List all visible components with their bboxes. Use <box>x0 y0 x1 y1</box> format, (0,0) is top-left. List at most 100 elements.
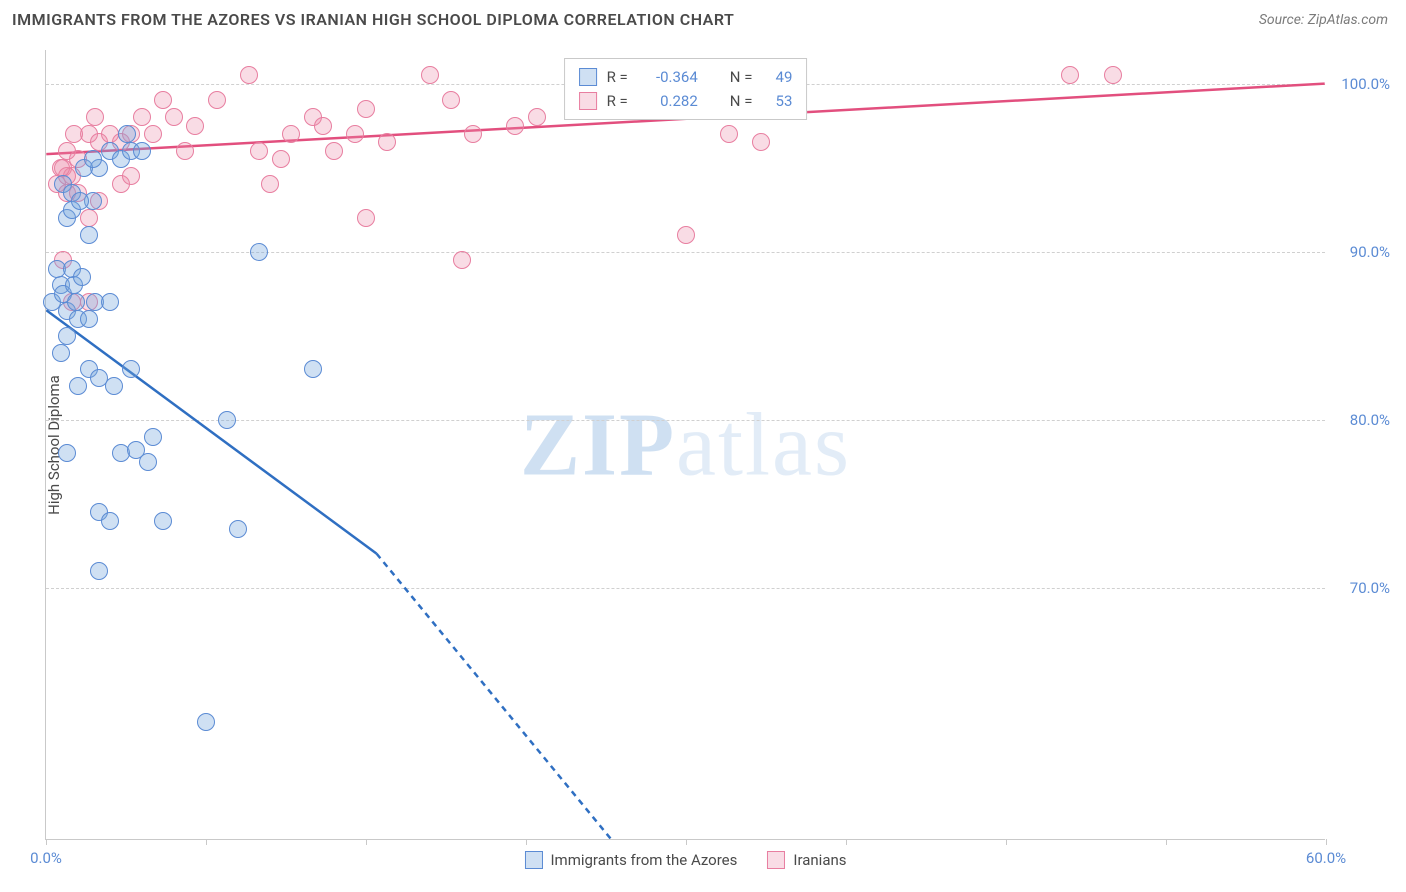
scatter-point-pink <box>208 91 226 109</box>
scatter-point-pink <box>421 66 439 84</box>
scatter-point-pink <box>282 125 300 143</box>
scatter-point-blue <box>101 512 119 530</box>
scatter-point-blue <box>105 377 123 395</box>
x-tick <box>526 839 527 845</box>
scatter-point-blue <box>229 520 247 538</box>
plot-area: High School Diploma ZIPatlas 70.0%80.0%9… <box>45 50 1325 840</box>
scatter-point-blue <box>133 142 151 160</box>
legend-item-iranians: Iranians <box>767 851 846 869</box>
scatter-point-pink <box>677 226 695 244</box>
scatter-point-pink <box>80 209 98 227</box>
x-tick <box>1166 839 1167 845</box>
scatter-point-pink <box>86 108 104 126</box>
scatter-point-pink <box>240 66 258 84</box>
scatter-point-blue <box>84 150 102 168</box>
scatter-point-blue <box>58 327 76 345</box>
stats-row-iranians: R = 0.282 N = 53 <box>579 89 793 113</box>
scatter-point-pink <box>65 125 83 143</box>
scatter-point-blue <box>144 428 162 446</box>
scatter-point-pink <box>453 251 471 269</box>
scatter-point-pink <box>261 175 279 193</box>
scatter-point-blue <box>139 453 157 471</box>
y-gridline <box>46 588 1325 589</box>
scatter-point-blue <box>58 444 76 462</box>
n-value-iranians: 53 <box>762 89 792 113</box>
scatter-point-pink <box>325 142 343 160</box>
x-tick <box>686 839 687 845</box>
scatter-point-pink <box>272 150 290 168</box>
scatter-point-blue <box>69 377 87 395</box>
scatter-point-pink <box>314 117 332 135</box>
y-gridline <box>46 252 1325 253</box>
swatch-pink-icon <box>767 851 785 869</box>
scatter-point-pink <box>1104 66 1122 84</box>
legend-label-azores: Immigrants from the Azores <box>550 851 737 869</box>
scatter-point-pink <box>442 91 460 109</box>
r-value-azores: -0.364 <box>638 65 698 89</box>
legend-item-azores: Immigrants from the Azores <box>524 851 737 869</box>
scatter-point-pink <box>357 100 375 118</box>
scatter-point-pink <box>154 91 172 109</box>
legend-label-iranians: Iranians <box>793 851 846 869</box>
y-tick-label: 90.0% <box>1350 243 1390 261</box>
scatter-point-blue <box>250 243 268 261</box>
scatter-point-blue <box>218 411 236 429</box>
trendlines <box>46 50 1325 839</box>
scatter-point-blue <box>52 344 70 362</box>
scatter-point-blue <box>90 562 108 580</box>
scatter-point-pink <box>752 133 770 151</box>
x-tick <box>1326 839 1327 845</box>
r-label: R = <box>607 65 628 89</box>
r-label: R = <box>607 89 628 113</box>
scatter-point-pink <box>357 209 375 227</box>
scatter-point-blue <box>197 713 215 731</box>
stats-legend: R = -0.364 N = 49 R = 0.282 N = 53 <box>564 58 808 120</box>
y-tick-label: 100.0% <box>1341 75 1390 93</box>
watermark-light: atlas <box>676 395 851 494</box>
x-tick <box>46 839 47 845</box>
watermark: ZIPatlas <box>520 393 851 496</box>
x-tick <box>366 839 367 845</box>
x-tick <box>846 839 847 845</box>
n-label: N = <box>730 65 753 89</box>
scatter-point-blue <box>101 293 119 311</box>
chart-source: Source: ZipAtlas.com <box>1259 12 1388 28</box>
scatter-point-pink <box>176 142 194 160</box>
bottom-legend: Immigrants from the Azores Iranians <box>524 851 846 869</box>
x-tick <box>1006 839 1007 845</box>
watermark-bold: ZIP <box>520 395 676 494</box>
trendline <box>377 554 611 839</box>
scatter-point-pink <box>346 125 364 143</box>
scatter-point-pink <box>1061 66 1079 84</box>
scatter-point-blue <box>80 226 98 244</box>
scatter-point-pink <box>186 117 204 135</box>
scatter-point-blue <box>71 192 89 210</box>
scatter-point-pink <box>464 125 482 143</box>
scatter-point-pink <box>165 108 183 126</box>
scatter-point-pink <box>528 108 546 126</box>
scatter-point-pink <box>122 167 140 185</box>
chart-header: IMMIGRANTS FROM THE AZORES VS IRANIAN HI… <box>0 0 1406 35</box>
scatter-point-pink <box>506 117 524 135</box>
x-tick <box>206 839 207 845</box>
stats-row-azores: R = -0.364 N = 49 <box>579 65 793 89</box>
scatter-point-pink <box>250 142 268 160</box>
scatter-point-blue <box>118 125 136 143</box>
x-tick-label: 60.0% <box>1306 849 1346 867</box>
n-label: N = <box>730 89 753 113</box>
r-value-iranians: 0.282 <box>638 89 698 113</box>
swatch-pink-icon <box>579 92 597 110</box>
chart-title: IMMIGRANTS FROM THE AZORES VS IRANIAN HI… <box>12 10 734 29</box>
scatter-point-blue <box>73 268 91 286</box>
swatch-blue-icon <box>524 851 542 869</box>
x-tick-label: 0.0% <box>30 849 62 867</box>
scatter-point-pink <box>720 125 738 143</box>
scatter-point-pink <box>144 125 162 143</box>
y-tick-label: 80.0% <box>1350 411 1390 429</box>
scatter-point-blue <box>122 360 140 378</box>
n-value-azores: 49 <box>762 65 792 89</box>
y-axis-label: High School Diploma <box>45 375 63 515</box>
scatter-point-blue <box>67 293 85 311</box>
y-tick-label: 70.0% <box>1350 579 1390 597</box>
scatter-point-blue <box>154 512 172 530</box>
